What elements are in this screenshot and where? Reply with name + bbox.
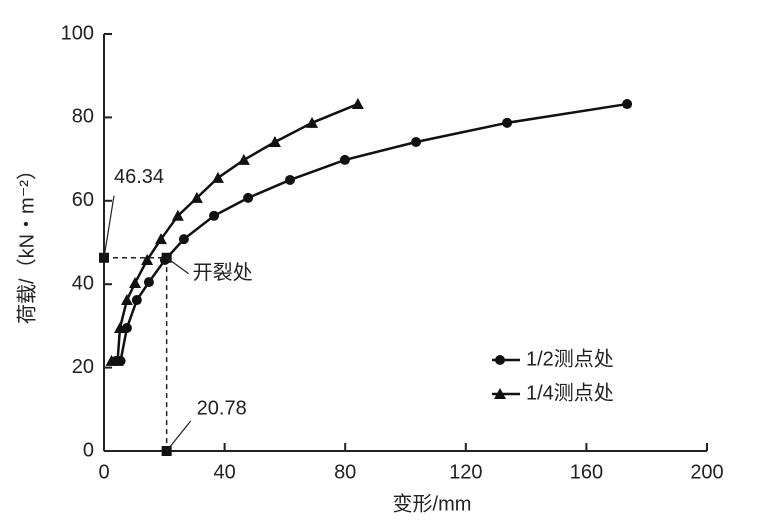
x-tick-label: 40 <box>213 461 235 483</box>
data-point <box>306 116 319 128</box>
data-point <box>120 294 133 306</box>
data-point <box>171 209 184 221</box>
y-axis-label: 荷载/（kN・m⁻²） <box>15 160 38 324</box>
data-point <box>129 276 142 288</box>
legend-marker <box>495 355 505 365</box>
x-tick-label: 0 <box>98 461 109 483</box>
y-tick-label: 40 <box>72 272 94 294</box>
crack-guide <box>104 257 168 451</box>
series-line <box>111 102 359 363</box>
data-point <box>143 277 154 288</box>
data-point <box>502 117 513 128</box>
crack-x-leader <box>166 420 192 452</box>
legend-label: 1/2测点处 <box>526 347 614 370</box>
y-tick-label: 20 <box>72 356 94 378</box>
data-point <box>209 210 220 221</box>
data-point <box>351 98 364 110</box>
x-tick-label: 200 <box>690 461 723 483</box>
data-point <box>154 233 167 245</box>
crack-label: 开裂处 <box>193 261 253 284</box>
crack-leader <box>166 257 190 275</box>
data-point <box>339 154 350 165</box>
legend-marker <box>494 388 506 399</box>
crack-x-label: 20.78 <box>197 397 247 419</box>
data-point <box>178 234 189 245</box>
data-point <box>285 174 296 185</box>
y-tick-label: 0 <box>83 439 94 461</box>
data-point <box>411 137 422 148</box>
y-tick-label: 100 <box>61 22 94 44</box>
x-tick-label: 160 <box>570 461 603 483</box>
crack-y-label: 46.34 <box>114 166 164 188</box>
x-tick-label: 120 <box>449 461 482 483</box>
data-point <box>268 136 281 148</box>
data-point <box>131 295 142 306</box>
legend-label: 1/4测点处 <box>526 381 614 404</box>
data-point <box>141 254 154 266</box>
y-tick-label: 80 <box>72 106 94 128</box>
y-tick-label: 60 <box>72 189 94 211</box>
crack-y-leader <box>103 195 115 258</box>
data-point <box>111 354 124 366</box>
data-point <box>211 171 224 183</box>
x-axis-label: 变形/mm <box>393 492 472 515</box>
data-point <box>243 192 254 203</box>
data-point <box>113 321 126 333</box>
x-tick-label: 80 <box>334 461 356 483</box>
data-point <box>237 153 250 165</box>
data-point <box>622 99 633 110</box>
series-line <box>116 102 628 363</box>
data-point <box>190 191 203 203</box>
